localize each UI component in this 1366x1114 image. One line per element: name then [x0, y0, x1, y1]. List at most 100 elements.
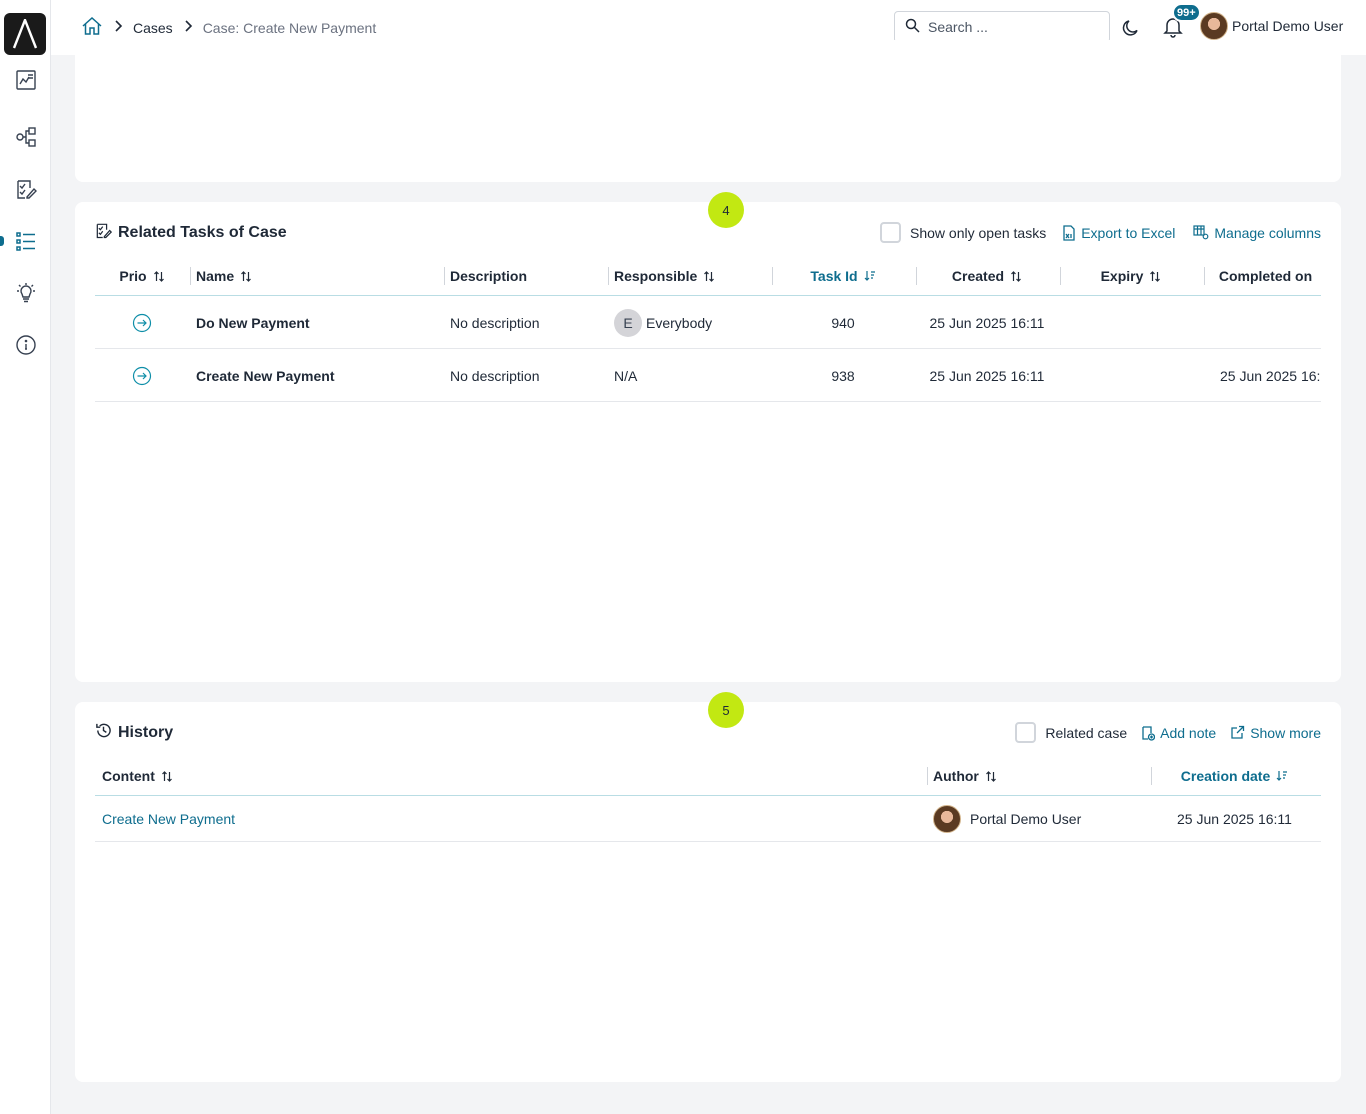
table-header: Prio Name Description Responsible Task I…: [95, 256, 1321, 296]
step-bubble: 5: [708, 692, 744, 728]
task-id: 938: [831, 367, 855, 384]
history-table: Content Author Creation date Create New …: [95, 756, 1321, 842]
search-icon: [905, 18, 920, 36]
show-open-tasks-checkbox[interactable]: Show only open tasks: [880, 222, 1046, 243]
column-task-id[interactable]: Task Id: [772, 256, 908, 296]
sort-icon: [153, 270, 164, 282]
checkbox-label: Show only open tasks: [910, 224, 1047, 241]
panel-title: Related Tasks of Case: [95, 222, 287, 244]
task-expiry: [1066, 349, 1196, 402]
chevron-right-icon: [113, 19, 123, 36]
task-created: 25 Jun 2025 16:11: [929, 367, 1045, 384]
avatar: [1200, 12, 1228, 40]
priority-normal-icon: [95, 296, 189, 349]
column-creation-date[interactable]: Creation date: [1151, 756, 1312, 796]
home-icon[interactable]: [81, 16, 103, 39]
sidebar-item-processes[interactable]: [0, 119, 51, 155]
task-completed: 25 Jun 2025 16:: [1220, 367, 1321, 384]
sidebar-item-cases[interactable]: [0, 223, 51, 259]
table-row[interactable]: Create New Payment Portal Demo User 25 J…: [95, 796, 1321, 842]
table-header: Content Author Creation date: [95, 756, 1321, 796]
sidebar-item-dashboard[interactable]: [0, 62, 51, 98]
case-details-panel: [75, 40, 1341, 182]
column-expiry[interactable]: Expiry: [1060, 256, 1196, 296]
history-icon: [95, 722, 112, 744]
excel-file-icon: [1063, 224, 1075, 241]
show-more-label: Show more: [1250, 724, 1321, 741]
column-completed[interactable]: Completed on: [1204, 256, 1321, 296]
manage-columns-label: Manage columns: [1214, 224, 1321, 241]
sidebar-item-tasks[interactable]: [0, 171, 51, 207]
tasks-actions: Show only open tasks Export to Excel Man…: [880, 222, 1321, 243]
column-content[interactable]: Content: [102, 756, 922, 796]
avatar: [933, 805, 961, 833]
checkbox[interactable]: [1015, 722, 1037, 743]
history-actions: Related case Add note Show more: [1015, 722, 1321, 743]
export-label: Export to Excel: [1081, 224, 1176, 241]
user-menu[interactable]: Portal Demo User: [1200, 12, 1343, 40]
sort-icon: [241, 270, 252, 282]
table-row[interactable]: Create New Payment No description N/A 93…: [95, 349, 1321, 402]
notification-badge: 99+: [1172, 3, 1201, 22]
priority-normal-icon: [95, 349, 189, 402]
column-description[interactable]: Description: [444, 256, 600, 296]
step-bubble: 4: [708, 192, 744, 228]
columns-settings-icon: [1193, 225, 1209, 240]
search-input[interactable]: [928, 19, 1098, 35]
user-name: Portal Demo User: [1232, 18, 1344, 34]
sort-desc-icon: [864, 271, 875, 281]
breadcrumb-cases[interactable]: Cases: [133, 19, 173, 36]
manage-columns-button[interactable]: Manage columns: [1193, 225, 1321, 241]
external-link-icon: [1231, 725, 1245, 739]
sort-icon: [1150, 270, 1161, 282]
task-description: No description: [450, 367, 540, 384]
panel-title-text: Related Tasks of Case: [118, 224, 287, 241]
task-name[interactable]: Do New Payment: [196, 314, 310, 331]
task-responsible: E Everybody: [614, 296, 712, 349]
responsible-avatar: E: [614, 308, 642, 337]
sort-icon: [985, 770, 996, 782]
sort-desc-icon: [1276, 771, 1288, 781]
tasks-icon: [16, 180, 37, 199]
column-prio[interactable]: Prio: [95, 256, 189, 296]
tasks-table: Prio Name Description Responsible Task I…: [95, 256, 1321, 402]
panel-title-text: History: [118, 724, 174, 741]
sidebar-item-ideas[interactable]: [0, 275, 51, 311]
sidebar: [0, 0, 51, 1114]
moon-icon: [1122, 20, 1138, 36]
column-name[interactable]: Name: [190, 256, 436, 296]
add-note-button[interactable]: Add note: [1141, 725, 1216, 741]
panel-title: History: [95, 722, 173, 744]
ideas-icon: [16, 283, 35, 303]
sidebar-item-info[interactable]: [0, 327, 51, 363]
add-note-icon: [1142, 725, 1156, 741]
breadcrumb: Cases Case: Create New Payment: [81, 16, 376, 39]
tasks-icon: [95, 222, 113, 244]
column-author[interactable]: Author: [927, 756, 1143, 796]
column-created[interactable]: Created: [916, 256, 1052, 296]
table-row[interactable]: Do New Payment No description E Everybod…: [95, 296, 1321, 349]
related-case-checkbox[interactable]: Related case: [1015, 722, 1127, 743]
export-excel-button[interactable]: Export to Excel: [1062, 225, 1175, 241]
search-box[interactable]: [894, 11, 1110, 43]
author-name: Portal Demo User: [970, 811, 1082, 827]
task-expiry: [1066, 296, 1196, 349]
chevron-right-icon: [183, 19, 193, 36]
checkbox-label: Related case: [1045, 724, 1128, 741]
task-completed: [1220, 296, 1321, 349]
sort-icon: [704, 270, 715, 282]
related-tasks-panel: 4 Related Tasks of Case Show only open t…: [75, 192, 1341, 682]
history-content-link[interactable]: Create New Payment: [102, 811, 236, 827]
app-logo[interactable]: [4, 13, 46, 55]
processes-icon: [15, 127, 36, 147]
checkbox[interactable]: [880, 222, 902, 243]
task-name[interactable]: Create New Payment: [196, 367, 335, 384]
show-more-button[interactable]: Show more: [1230, 725, 1321, 741]
breadcrumb-current: Case: Create New Payment: [202, 19, 377, 36]
add-note-label: Add note: [1160, 724, 1217, 741]
column-responsible[interactable]: Responsible: [608, 256, 764, 296]
task-responsible: N/A: [614, 367, 638, 384]
task-id: 940: [831, 314, 855, 331]
sort-icon: [161, 770, 172, 782]
dark-mode-toggle[interactable]: [1119, 16, 1143, 40]
